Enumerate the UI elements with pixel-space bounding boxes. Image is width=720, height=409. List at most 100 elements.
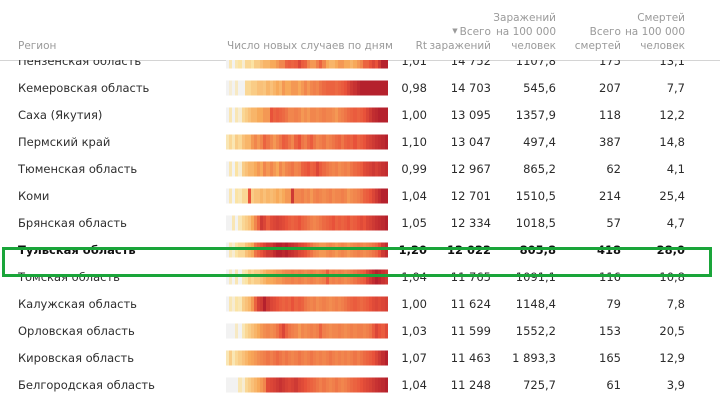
heatmap-cell <box>285 296 289 311</box>
heatmap-cell <box>337 188 342 203</box>
heatmap-cell <box>319 80 323 95</box>
heatmap-cell <box>369 134 373 149</box>
heatmap-cell <box>331 60 335 68</box>
heatmap-cell <box>365 161 370 176</box>
table-row[interactable]: Тюменская область 0,99 12 967 865,2 62 4,1 <box>0 155 720 182</box>
table-row[interactable]: Пермский край 1,10 13 047 497,4 387 14,8 <box>0 128 720 155</box>
heatmap-cell <box>356 134 360 149</box>
heatmap-cell <box>328 296 332 311</box>
table-row[interactable]: Коми 1,04 12 701 1510,5 214 25,4 <box>0 182 720 209</box>
heatmap-cell <box>250 161 254 176</box>
heatmap-cell <box>232 215 236 230</box>
heatmap-cell <box>316 350 320 365</box>
heatmap-cell <box>384 269 388 284</box>
table-row[interactable]: Тульская область 1,20 12 022 805,8 418 28,0 <box>0 236 720 263</box>
heatmap-cell <box>241 134 245 149</box>
deaths-per-100k-value: 28,0 <box>656 242 685 257</box>
table-row[interactable]: Томская область 1,04 11 765 1091,1 116 10,8 <box>0 263 720 290</box>
heatmap-cell <box>238 80 242 95</box>
heatmap-cell <box>275 134 279 149</box>
heatmap-cell <box>341 188 345 203</box>
heatmap-cell <box>253 188 258 203</box>
heatmap-cell <box>313 161 317 176</box>
heatmap-cell <box>334 323 338 338</box>
heatmap-cell <box>362 296 366 311</box>
header-daily-cases[interactable]: Число новых случаев по дням <box>227 40 393 52</box>
region-name: Белгородская область <box>18 377 155 392</box>
heatmap-cell <box>347 215 351 230</box>
table-row[interactable]: Брянская область 1,05 12 334 1018,5 57 4,7 <box>0 209 720 236</box>
heatmap-cell <box>319 188 323 203</box>
table-row[interactable]: Пензенская область 1,01 14 752 1107,8 175 13,… <box>0 60 720 74</box>
heatmap-cell <box>372 377 376 392</box>
heatmap-cell <box>325 107 329 122</box>
heatmap-cell <box>297 80 301 95</box>
heatmap-cell <box>278 188 282 203</box>
table-row[interactable]: Калужская область 1,00 11 624 1148,4 79 7,8 <box>0 290 720 317</box>
heatmap-cell <box>353 107 357 122</box>
header-total-infections[interactable]: ▼ Всего заражений <box>429 24 491 53</box>
heatmap-cell <box>291 323 295 338</box>
deaths-per-100k-value: 12,9 <box>659 350 685 365</box>
heatmap-cell <box>306 80 310 95</box>
heatmap-cell <box>272 377 276 392</box>
heatmap-cell <box>362 377 366 392</box>
header-total-line2: заражений <box>429 40 491 52</box>
table-row[interactable]: Кемеровская область 0,98 14 703 545,6 207 7,7 <box>0 74 720 101</box>
heatmap-cell <box>337 377 342 392</box>
heatmap-cell <box>353 377 357 392</box>
heatmap-cell <box>291 350 295 365</box>
header-deaths-per-100k[interactable]: Смертей на 100 000 человек <box>625 11 685 53</box>
region-name: Тюменская область <box>18 161 138 176</box>
heatmap-cell <box>325 134 329 149</box>
heatmap-cell <box>362 80 366 95</box>
heatmap-cell <box>260 188 264 203</box>
heatmap-cell <box>260 161 264 176</box>
heatmap-cell <box>365 323 370 338</box>
heatmap-cell <box>226 188 230 203</box>
header-per100-line1: Заражений <box>493 12 556 24</box>
header-rt[interactable]: Rt <box>415 40 427 52</box>
heatmap-cell <box>238 377 242 392</box>
header-per100-line3: человек <box>511 40 556 52</box>
header-total-deaths[interactable]: Всего смертей <box>575 25 621 53</box>
heatmap-cell <box>328 107 332 122</box>
heatmap-cell <box>269 296 273 311</box>
table-row[interactable]: Саха (Якутия) 1,00 13 095 1357,9 118 12,2 <box>0 101 720 128</box>
heatmap-cell <box>288 296 292 311</box>
rt-value: 1,00 <box>401 296 427 311</box>
heatmap-cell <box>278 350 282 365</box>
heatmap-cell <box>294 296 298 311</box>
heatmap-cell <box>288 350 292 365</box>
heatmap-cell <box>375 296 379 311</box>
heatmap-cell <box>303 161 307 176</box>
heatmap-cell <box>378 80 382 95</box>
heatmap-cell <box>235 134 239 149</box>
heatmap-cell <box>266 134 270 149</box>
heatmap-cell <box>350 377 354 392</box>
deaths-per-100k-value: 7,8 <box>666 296 685 311</box>
heatmap-cell <box>275 215 279 230</box>
heatmap-cell <box>319 107 323 122</box>
table-row[interactable]: Орловская область 1,03 11 599 1552,2 153 20,5 <box>0 317 720 344</box>
heatmap-cell <box>244 215 248 230</box>
header-region[interactable]: Регион <box>18 40 57 52</box>
heatmap-cell <box>350 296 354 311</box>
heatmap-cell <box>294 60 298 68</box>
heatmap-cell <box>241 377 245 392</box>
table-row[interactable]: Кировская область 1,07 11 463 1 893,3 165 12,… <box>0 344 720 371</box>
total-infections-value: 12 334 <box>450 215 491 230</box>
heatmap-cell <box>253 80 258 95</box>
heatmap-cell <box>226 107 230 122</box>
heatmap-cell <box>356 215 360 230</box>
heatmap-cell <box>278 134 282 149</box>
heatmap-cell <box>359 60 363 68</box>
heatmap-cell <box>297 134 301 149</box>
header-infections-per-100k[interactable]: Заражений на 100 000 человек <box>493 11 556 53</box>
table-row[interactable]: Белгородская область 1,04 11 248 725,7 61 3,9 <box>0 371 720 398</box>
heatmap-cell <box>322 134 326 149</box>
heatmap-cell <box>300 296 304 311</box>
heatmap-cell <box>300 161 304 176</box>
heatmap-cell <box>325 188 329 203</box>
region-name: Кемеровская область <box>18 80 150 95</box>
